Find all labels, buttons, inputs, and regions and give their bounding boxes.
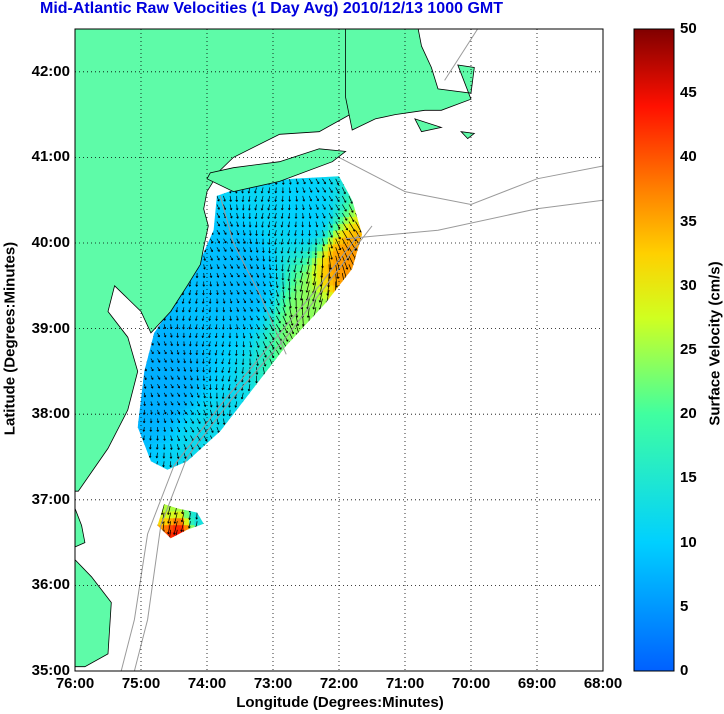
chart-title: Mid-Atlantic Raw Velocities (1 Day Avg) … (40, 0, 503, 17)
colorbar-tick-label: 40 (680, 148, 697, 166)
x-axis-label: Longitude (Degrees:Minutes) (236, 694, 444, 711)
land-mass-3 (345, 29, 475, 131)
land-mass-7 (75, 508, 86, 548)
colorbar-tick-label: 45 (680, 84, 697, 102)
x-tick-label: 72:00 (319, 675, 359, 692)
y-tick-label: 42:00 (31, 62, 70, 80)
y-tick-label: 36:00 (31, 576, 70, 594)
colorbar-tick-label: 10 (680, 533, 697, 551)
land-mass-5 (460, 131, 476, 140)
colorbar-tick-label: 35 (680, 212, 697, 230)
colorbar-tick-label: 5 (680, 597, 689, 615)
colorbar-tick-label: 25 (680, 341, 697, 358)
x-tick-label: 75:00 (121, 675, 161, 692)
plot-frame (74, 28, 604, 672)
velocity-field-2 (157, 504, 204, 539)
y-tick-label: 35:00 (31, 662, 70, 679)
x-tick-label: 71:00 (385, 675, 425, 692)
x-tick-label: 76:00 (55, 675, 95, 692)
x-tick-label: 73:00 (253, 675, 293, 692)
colorbar (633, 28, 675, 672)
y-tick-label: 39:00 (31, 319, 70, 337)
isobath-1 (338, 156, 603, 206)
land-mass-4 (414, 118, 443, 133)
x-tick-label: 68:00 (583, 675, 623, 692)
y-tick-label: 37:00 (31, 490, 70, 508)
x-tick-label: 74:00 (187, 675, 227, 692)
land-mass-2 (206, 148, 347, 193)
isobath-5 (345, 199, 603, 240)
isobath-3 (120, 234, 360, 671)
colorbar-tick-label: 50 (680, 20, 697, 37)
y-tick-label: 38:00 (31, 405, 70, 423)
x-tick-label: 69:00 (517, 675, 557, 692)
colorbar-tick-label: 20 (680, 405, 697, 423)
isobath-2 (219, 195, 287, 355)
y-tick-label: 40:00 (31, 234, 70, 251)
x-tick-label: 70:00 (451, 675, 491, 692)
colorbar-tick-label: 30 (680, 276, 697, 294)
land-mass-6 (75, 559, 112, 668)
y-tick-label: 41:00 (31, 148, 70, 166)
colorbar-tick-label: 0 (680, 662, 689, 679)
colorbar-tick-label: 15 (680, 469, 697, 487)
isobath-4 (133, 225, 373, 671)
isobath-6 (444, 29, 479, 81)
